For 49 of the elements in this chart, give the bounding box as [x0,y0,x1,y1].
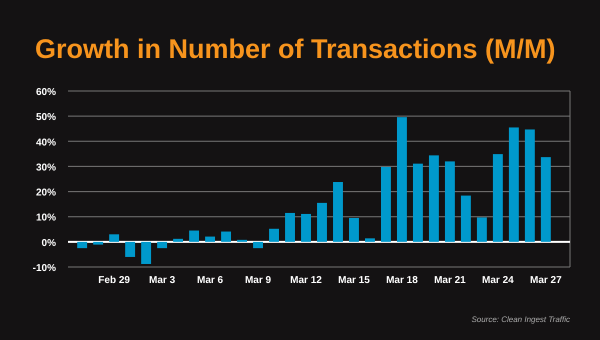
bar [141,242,152,264]
bar [492,154,503,242]
bar [253,242,263,248]
x-tick-label: Feb 29 [98,275,130,286]
x-tick-label: Mar 9 [244,275,272,286]
bar [349,218,359,242]
bar [524,129,535,242]
bar [93,242,104,245]
chart-title: Growth in Number of Transactions (M/M) [35,34,556,64]
bar [189,230,200,242]
x-tick-label: Mar 24 [482,275,514,286]
source-note: Source: Clean Ingest Traffic [471,315,570,324]
bar [380,166,391,242]
y-tick-label: 10% [36,212,56,224]
y-tick-label: 30% [36,162,56,174]
y-tick-label: 50% [36,112,56,124]
bar [269,228,279,242]
bar [125,242,136,257]
x-tick-label: Mar 21 [434,275,466,286]
bar [221,232,232,242]
bar [77,242,88,248]
x-tick-label: Mar 27 [530,275,562,286]
bar [109,234,120,242]
x-tick-label: Mar 6 [197,275,224,286]
x-tick-label: Mar 12 [290,275,322,286]
bar [540,157,551,242]
bar [508,127,519,242]
y-tick-label: 0% [42,238,56,249]
bar [476,217,487,242]
bar [428,155,439,242]
y-tick-label: 40% [36,137,56,148]
bar [173,238,184,242]
x-tick-label: Mar 15 [338,275,370,286]
bar [333,182,343,242]
bar [285,212,295,242]
bar [317,202,327,242]
y-tick-label: 60% [36,87,56,98]
bar [460,196,471,242]
bar [157,242,168,248]
bar [365,238,375,242]
y-tick-label: -10% [32,263,56,274]
y-tick-label: 20% [36,188,56,199]
bar [301,214,311,242]
bar [412,164,423,242]
x-tick-label: Mar 3 [149,275,176,286]
x-tick-label: Mar 18 [386,275,418,286]
bar [444,161,455,242]
bar [396,117,407,242]
bar [205,236,216,242]
